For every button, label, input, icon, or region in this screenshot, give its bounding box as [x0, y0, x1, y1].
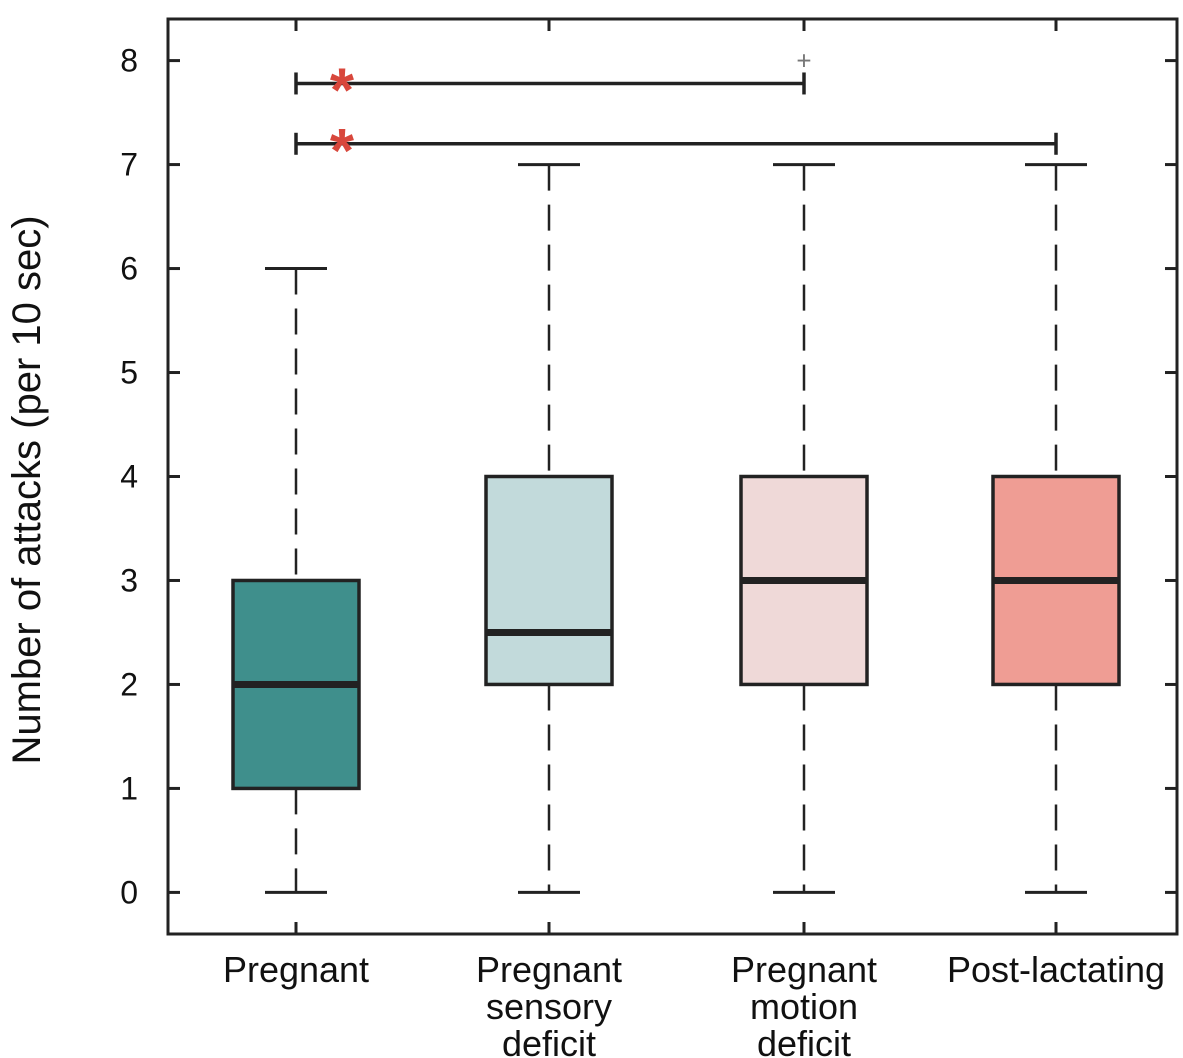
- x-category-label-line: deficit: [757, 1023, 851, 1058]
- x-category-label-line: Pregnant: [731, 949, 877, 990]
- y-tick-label: 2: [120, 666, 138, 702]
- box-group: [739, 163, 869, 894]
- significance-bracket: *: [294, 117, 1058, 186]
- plot-marks: + **: [231, 46, 1121, 894]
- x-category-label-line: Pregnant: [476, 949, 622, 990]
- box-group: [231, 267, 361, 894]
- y-tick-label: 3: [120, 562, 138, 598]
- outlier-marker: +: [796, 46, 811, 76]
- x-category-label: Pregnant sensory deficit: [476, 949, 622, 1058]
- box-group: [484, 163, 614, 894]
- x-category-label: Post-lactating: [947, 949, 1165, 990]
- y-tick-label: 0: [120, 874, 138, 910]
- y-axis-label: Number of attacks (per 10 sec): [5, 215, 49, 764]
- x-category-label-line: sensory: [486, 986, 612, 1027]
- box-group: [991, 163, 1121, 894]
- x-category-label-line: motion: [750, 986, 858, 1027]
- x-category-label: Pregnant motion deficit: [731, 949, 877, 1058]
- y-tick-label: 7: [120, 147, 138, 183]
- y-tick-label: 1: [120, 770, 138, 806]
- x-category-label-line: deficit: [502, 1023, 596, 1058]
- y-tick-label: 5: [120, 355, 138, 391]
- iqr-box: [484, 474, 614, 687]
- x-category-label-line: Pregnant: [223, 949, 369, 990]
- y-tick-label: 4: [120, 459, 138, 495]
- significance-star: *: [330, 56, 355, 125]
- significance-star: *: [330, 117, 355, 186]
- x-category-label-line: Post-lactating: [947, 949, 1165, 990]
- x-category-label: Pregnant: [223, 949, 369, 990]
- significance-bracket: *: [294, 56, 806, 125]
- y-tick-label: 6: [120, 251, 138, 287]
- y-tick-label: 8: [120, 43, 138, 79]
